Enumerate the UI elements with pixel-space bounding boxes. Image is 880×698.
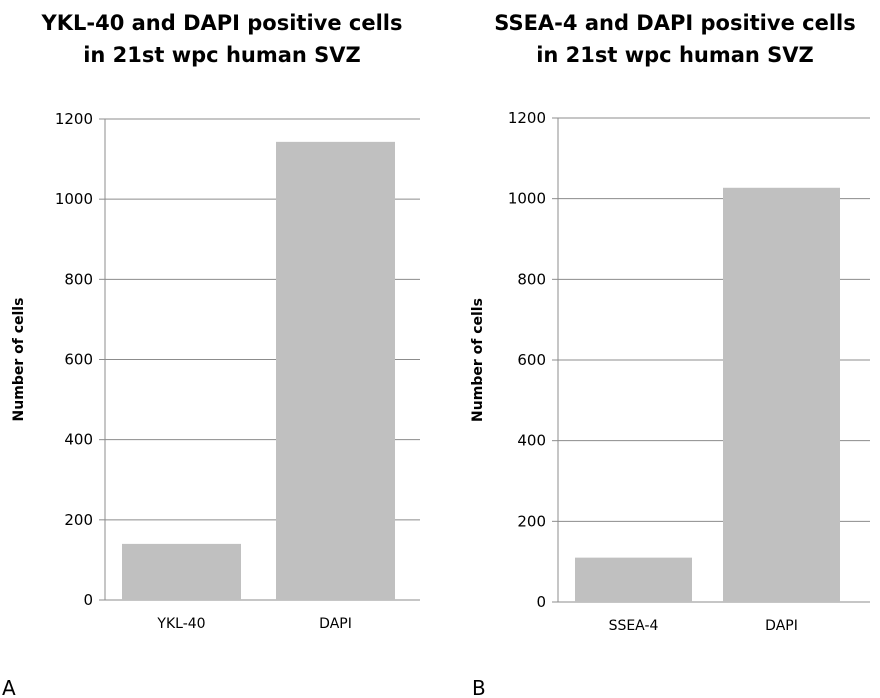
x-tick-label: SSEA-4 [609,618,659,634]
chart-title-line: SSEA-4 and DAPI positive cells [494,11,855,35]
chart-title-line: in 21st wpc human SVZ [536,43,814,67]
chart-title-line: YKL-40 and DAPI positive cells [41,11,403,35]
y-tick-label: 600 [64,351,93,369]
y-tick-label: 600 [517,351,546,369]
panel-label: B [472,676,486,698]
y-tick-label: 1000 [508,190,546,208]
chart-B: SSEA-4 and DAPI positive cells in 21st wp… [470,11,870,698]
y-tick-label: 1200 [55,110,93,128]
bar-dapi [723,187,840,602]
y-tick-label: 200 [64,511,93,529]
y-tick-label: 1200 [508,109,546,127]
chart-title-line: in 21st wpc human SVZ [83,43,361,67]
bar-ykl-40 [122,543,241,600]
y-tick-label: 200 [517,512,546,530]
y-tick-label: 400 [64,431,93,449]
y-tick-label: 800 [64,270,93,288]
x-tick-label: DAPI [319,616,352,632]
y-tick-label: 800 [517,270,546,288]
chart-A: YKL-40 and DAPI positive cells in 21st wp… [2,11,420,698]
y-axis-label: Number of cells [470,298,486,422]
y-tick-label: 400 [517,432,546,450]
x-tick-label: DAPI [765,618,798,634]
y-tick-label: 0 [536,593,546,611]
bar-dapi [276,141,395,600]
x-tick-label: YKL-40 [156,616,205,632]
panel-label: A [2,676,16,698]
bar-ssea-4 [575,557,692,602]
y-tick-label: 1000 [55,190,93,208]
y-axis-label: Number of cells [11,298,27,422]
y-tick-label: 0 [83,591,93,609]
